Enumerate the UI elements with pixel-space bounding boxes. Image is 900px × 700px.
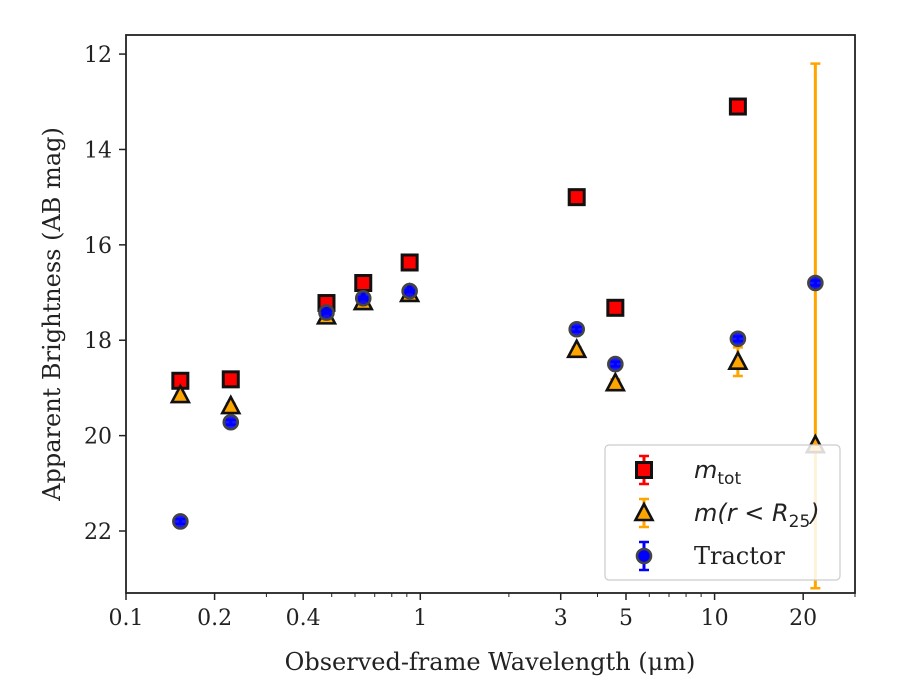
y-tick-label: 22 [84, 520, 112, 545]
tractor-point [729, 330, 747, 348]
m-tot-point [567, 188, 586, 207]
x-tick-label: 0.1 [109, 606, 144, 631]
x-tick-label: 3 [554, 606, 568, 631]
legend-marker-m-r25 [633, 501, 655, 522]
x-axis: 0.1 0.2 0.4 1 3 5 10 20 [109, 593, 856, 631]
legend-label-subscript: tot [717, 469, 741, 489]
y-tick-label: 12 [84, 43, 112, 68]
m-r25-point [566, 337, 588, 359]
tractor-point [354, 289, 372, 307]
x-tick-label: 0.4 [286, 606, 321, 631]
tractor-point [401, 282, 418, 300]
y-axis-label: Apparent Brightness (AB mag) [38, 127, 66, 502]
legend-marker-tractor [635, 547, 653, 565]
y-tick-label: 20 [84, 425, 112, 450]
plot-frame [125, 34, 856, 594]
tractor-point [568, 320, 586, 338]
m-r25-point [169, 383, 192, 404]
tractor-point [607, 355, 624, 373]
legend-label-subscript: 25 [789, 512, 811, 532]
legend-label-tractor: Tractor [694, 542, 785, 570]
legend-marker-m-tot [635, 461, 653, 479]
tractor-point [222, 413, 240, 431]
m-tot-point [354, 274, 373, 292]
legend-label-main: m(r < R [694, 499, 789, 527]
m-tot-point [728, 97, 747, 116]
m-tot-point [221, 370, 240, 389]
y-tick-label: 14 [84, 138, 112, 163]
m-tot-point [606, 298, 625, 317]
tractor-point [172, 513, 189, 530]
m-tot-point [400, 253, 419, 272]
y-tick-label: 18 [84, 329, 112, 354]
tractor-point [318, 304, 335, 321]
legend-label-m-r25: m(r < R25) [694, 499, 820, 532]
plot-area [169, 62, 827, 590]
series-m-tot [171, 97, 747, 390]
x-tick-label: 20 [789, 606, 817, 631]
x-tick-label: 1 [413, 606, 427, 631]
y-tick-label: 16 [84, 234, 112, 259]
legend: mtot m(r < R25) Tractor [604, 444, 841, 581]
x-axis-label: Observed-frame Wavelength (μm) [285, 648, 696, 676]
y-axis: 12 14 16 18 20 22 [84, 43, 126, 545]
tractor-point [807, 274, 824, 292]
m-r25-point [220, 394, 242, 415]
x-tick-label: 0.2 [197, 606, 232, 631]
series-tractor [172, 274, 824, 530]
m-r25-point [727, 349, 749, 370]
x-tick-label: 10 [701, 606, 729, 631]
legend-label-m-tot: mtot [694, 456, 741, 489]
legend-box [604, 444, 841, 581]
m-r25-point [604, 371, 627, 392]
legend-label-suffix: ) [808, 499, 819, 527]
legend-label-main: m [694, 456, 717, 484]
x-tick-label: 5 [619, 606, 633, 631]
